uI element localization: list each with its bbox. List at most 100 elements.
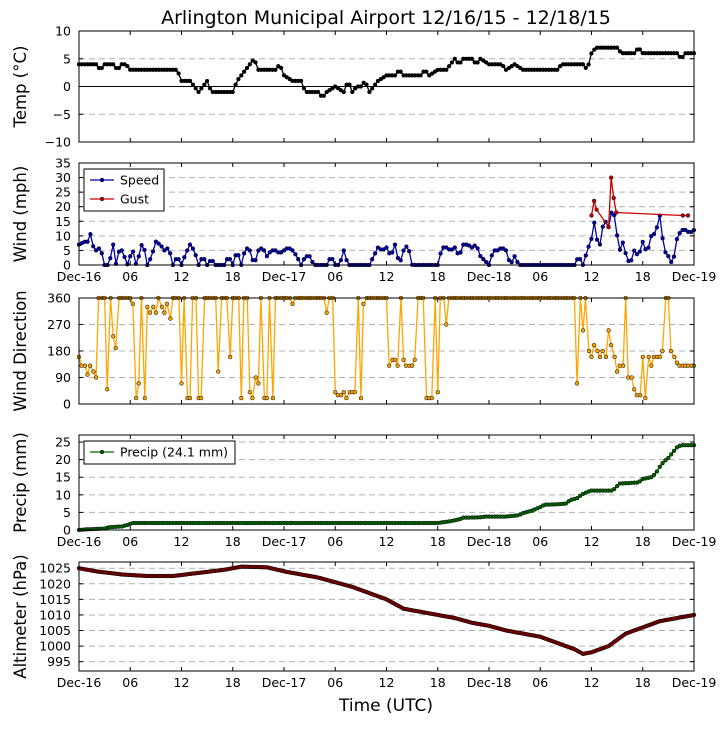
y-tick-label: 20 [55, 452, 71, 467]
data-point [589, 236, 594, 242]
data-point [321, 93, 326, 98]
x-tick-label: Dec-16 [57, 675, 102, 690]
panel-direction: 0 90 180 270 360 Wind Direction [11, 290, 697, 412]
data-point [594, 207, 599, 212]
data-point [347, 82, 352, 87]
data-point [409, 363, 415, 368]
data-point [190, 246, 196, 251]
x-axis-label: Time (UTC) [338, 696, 433, 716]
data-point [298, 78, 304, 84]
data-point [629, 258, 634, 263]
data-point [452, 56, 457, 61]
data-point [444, 67, 449, 72]
series-altimeter [76, 564, 697, 657]
data-point [168, 316, 173, 321]
data-point [608, 342, 614, 348]
data-point [403, 363, 409, 368]
data-point [250, 395, 255, 401]
data-point [597, 242, 603, 247]
data-point [390, 250, 395, 255]
data-point [187, 395, 193, 401]
legend-box [83, 168, 165, 212]
data-point [253, 60, 258, 65]
data-point [93, 62, 99, 67]
y-axis-label: Precip (mm) [11, 432, 30, 533]
data-point [446, 64, 452, 69]
data-point [85, 239, 90, 244]
data-point [657, 464, 662, 469]
data-point [139, 242, 144, 248]
data-point [111, 242, 116, 247]
data-point [190, 82, 196, 87]
data-point [301, 257, 307, 262]
data-point [438, 251, 443, 256]
data-point [264, 254, 270, 259]
data-point [341, 248, 346, 253]
data-point [196, 89, 201, 95]
data-point [640, 354, 645, 360]
x-tick-label: 06 [327, 269, 343, 284]
data-point [341, 89, 346, 95]
data-point [651, 472, 657, 478]
data-point [278, 250, 284, 255]
data-point [361, 301, 366, 307]
data-point [193, 86, 198, 91]
data-point [113, 345, 118, 351]
data-point [606, 328, 611, 333]
legend-label: Speed [120, 173, 159, 188]
data-point [187, 78, 193, 84]
data-point [412, 357, 417, 362]
series-line [78, 295, 694, 401]
data-point [187, 242, 193, 247]
data-point [310, 259, 315, 265]
data-point [136, 381, 141, 386]
data-point [555, 67, 560, 72]
data-point [489, 253, 494, 258]
x-tick-label: 18 [635, 269, 651, 284]
x-tick-label: 18 [225, 269, 241, 284]
data-point [372, 251, 378, 256]
data-point [176, 71, 181, 76]
data-point [142, 395, 147, 401]
data-point [591, 198, 597, 204]
data-point [370, 86, 375, 91]
data-point [333, 390, 338, 395]
y-tick-label: 0 [63, 523, 71, 538]
data-point [418, 73, 423, 78]
data-point [273, 248, 278, 253]
x-tick-label: Dec-18 [467, 534, 512, 549]
data-point [660, 348, 665, 354]
data-point [148, 257, 153, 262]
data-point [386, 363, 392, 368]
y-axis-label: Wind (mph) [11, 166, 30, 263]
data-point [159, 304, 165, 309]
x-tick-label: 12 [379, 534, 395, 549]
x-tick-label: Dec-16 [57, 534, 102, 549]
data-point [367, 89, 372, 95]
data-point [424, 69, 429, 74]
data-point [207, 86, 213, 91]
data-point [563, 501, 568, 506]
data-point [501, 63, 506, 69]
x-tick-label: 18 [225, 675, 241, 690]
x-tick-label: 06 [532, 675, 548, 690]
y-tick-label: 25 [55, 435, 71, 450]
data-point [580, 328, 586, 333]
x-tick-label: 18 [225, 534, 241, 549]
data-point [105, 387, 110, 392]
data-point [634, 252, 640, 257]
data-point [111, 334, 116, 339]
data-point [193, 253, 198, 258]
data-point [290, 301, 295, 307]
data-point [130, 249, 136, 254]
data-point [151, 304, 156, 309]
legend: Precip (24.1 mm) [83, 440, 236, 465]
y-axis-label: Altimeter (hPa) [11, 554, 30, 678]
data-point [632, 51, 637, 56]
data-point [583, 65, 588, 71]
y-tick-label: 10 [55, 228, 71, 243]
data-point [228, 354, 233, 360]
y-tick-label: 270 [47, 317, 71, 332]
legend-label: Precip (24.1 mm) [120, 445, 228, 460]
